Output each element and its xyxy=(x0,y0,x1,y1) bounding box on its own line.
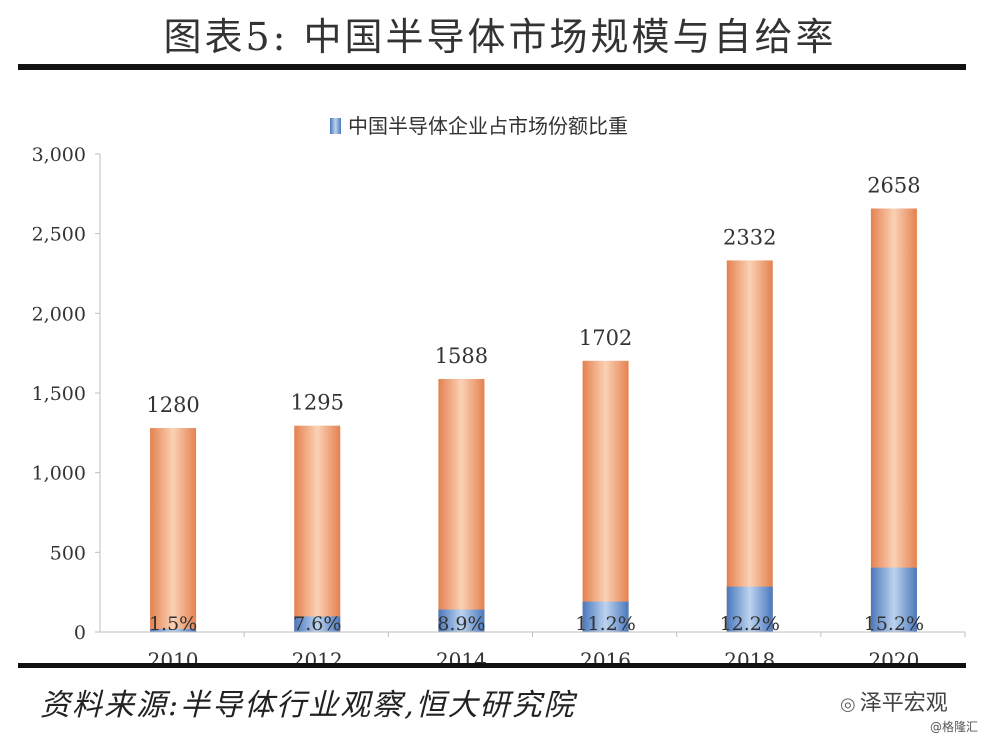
data-label-share-2014: 8.9% xyxy=(437,613,485,635)
legend-label-share: 中国半导体企业占市场份额比重 xyxy=(348,114,628,138)
y-tick-label: 500 xyxy=(50,542,86,564)
y-tick-label: 2,000 xyxy=(32,303,86,325)
data-label-share-2020: 15.2% xyxy=(864,613,924,635)
data-label-market-2020: 2658 xyxy=(867,173,920,197)
data-label-share-2016: 11.2% xyxy=(575,613,635,635)
data-label-share-2018: 12.2% xyxy=(720,613,780,635)
data-label-market-2010: 1280 xyxy=(146,393,199,417)
data-label-share-2012: 7.6% xyxy=(293,613,341,635)
y-tick-label: 3,000 xyxy=(32,144,86,166)
x-tick-label-2018: 2018 xyxy=(724,648,775,672)
data-label-market-2016: 1702 xyxy=(579,326,632,350)
chart-title: 图表5: 中国半导体市场规模与自给率 xyxy=(163,15,837,59)
top-rule xyxy=(18,64,966,70)
data-label-market-2018: 2332 xyxy=(723,225,776,249)
legend-swatch-share xyxy=(330,118,341,134)
wechat-icon: ◎ xyxy=(840,694,856,715)
y-tick-label: 2,500 xyxy=(32,224,86,246)
bar-share-2018 xyxy=(726,586,773,632)
source-note: 资料来源:半导体行业观察,恒大研究院 xyxy=(40,688,576,723)
data-label-market-2012: 1295 xyxy=(291,391,344,415)
bar-market-2020 xyxy=(870,208,917,632)
x-tick-label-2010: 2010 xyxy=(148,648,199,672)
bar-market-2012 xyxy=(294,425,341,632)
bars: 1280 1.5% 1295 7.6% 1588 8.9% 1702 11.2% 2332 12.… xyxy=(146,173,924,635)
x-tick-label-2016: 2016 xyxy=(580,648,631,672)
bar-market-2010 xyxy=(150,428,197,632)
brand-label: ◎ 泽平宏观 xyxy=(840,685,948,717)
brand-name: 泽平宏观 xyxy=(859,691,948,716)
x-tick-label-2014: 2014 xyxy=(436,648,487,672)
x-tick-label-2012: 2012 xyxy=(292,648,343,672)
data-label-market-2014: 1588 xyxy=(435,344,488,368)
bar-share-2012 xyxy=(294,616,341,632)
bar-share-2020 xyxy=(870,567,917,632)
y-tick-label: 0 xyxy=(74,622,86,644)
y-tick-label: 1,500 xyxy=(32,383,86,405)
watermark: @格隆汇 xyxy=(930,720,979,734)
y-axis: 0 500 1,000 1,500 2,000 2,500 3,000 xyxy=(32,144,101,644)
bar-market-2014 xyxy=(438,378,485,632)
x-axis: 2010 2012 2014 2016 2018 2020 xyxy=(100,631,966,672)
legend: 中国半导体企业占市场份额比重 xyxy=(330,114,628,138)
bar-market-2016 xyxy=(582,360,629,632)
bar-share-2016 xyxy=(582,601,629,632)
bar-share-2014 xyxy=(438,609,485,632)
bottom-rule xyxy=(18,663,966,668)
bar-share-2010 xyxy=(150,628,197,632)
x-tick-label-2020: 2020 xyxy=(868,648,919,672)
data-label-share-2010: 1.5% xyxy=(149,613,197,635)
bar-market-2018 xyxy=(726,260,773,632)
y-tick-label: 1,000 xyxy=(32,463,86,485)
